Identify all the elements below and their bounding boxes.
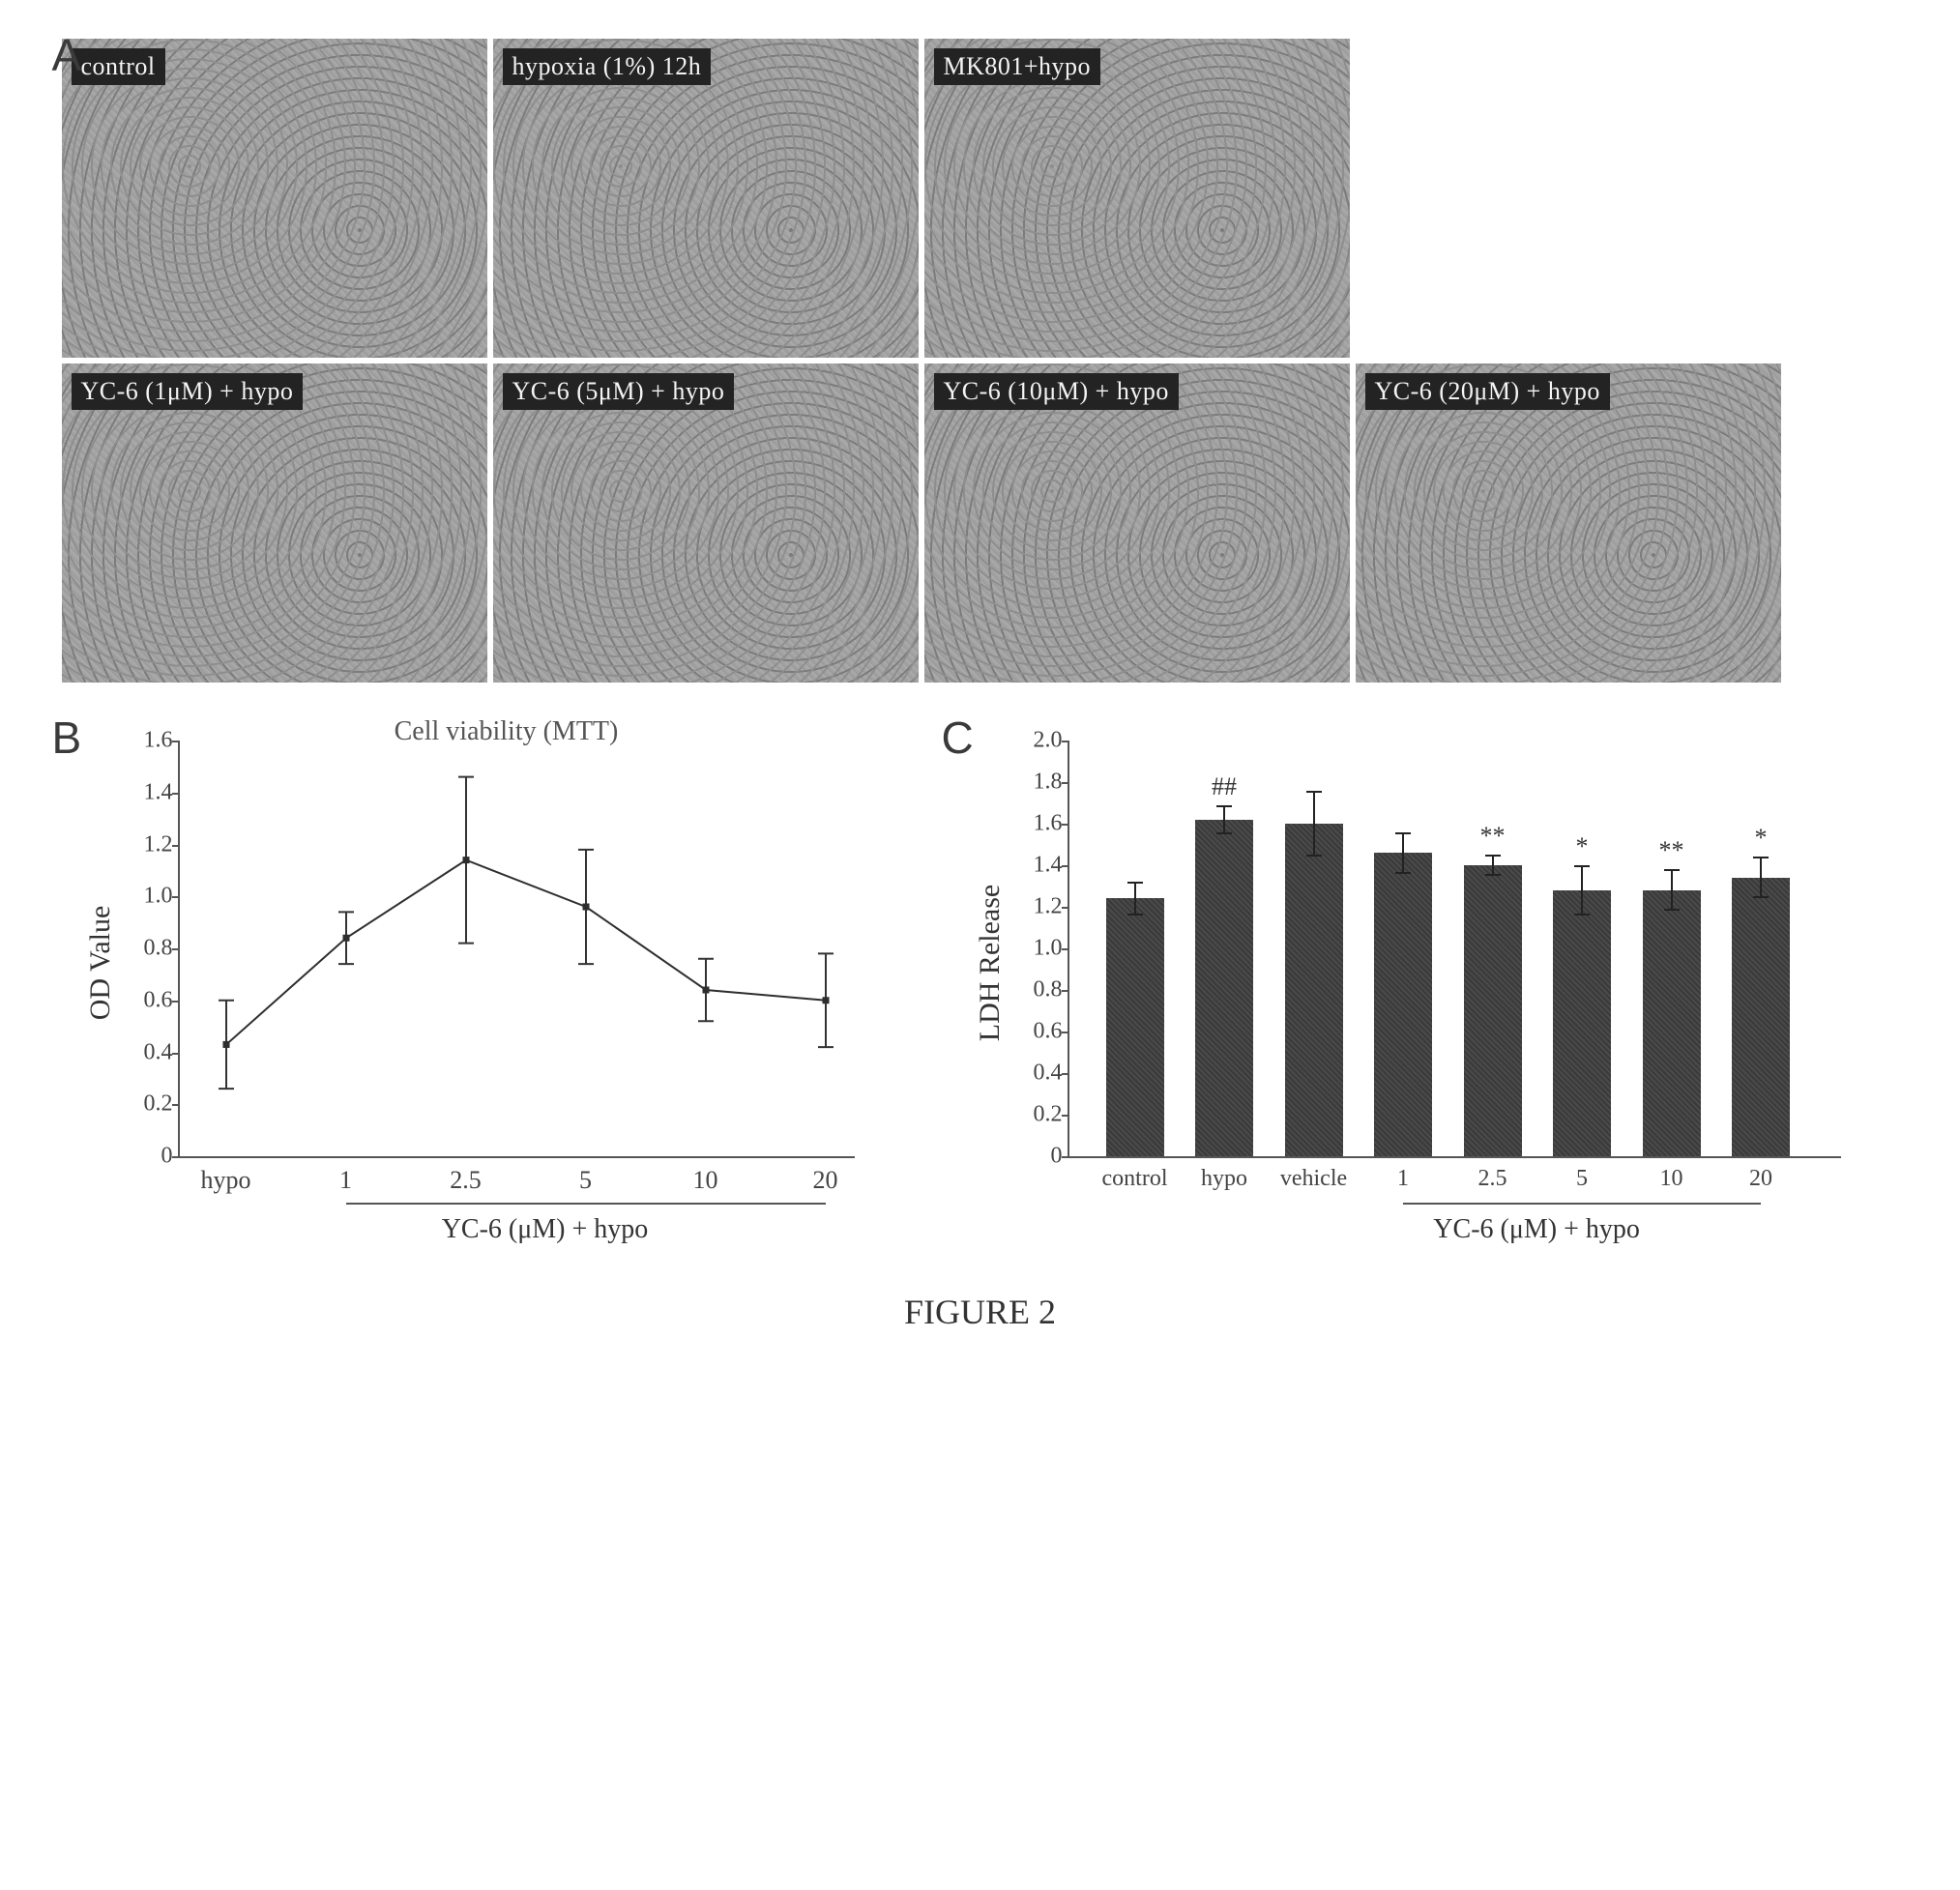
chart-b-xtick: 10 <box>693 1166 718 1195</box>
chart-c-bar <box>1464 865 1522 1156</box>
chart-c-yaxis <box>1068 741 1069 1156</box>
chart-c-significance: ** <box>1659 836 1684 865</box>
chart-c-xtick: 10 <box>1660 1166 1683 1192</box>
panel-c-label: C <box>942 712 974 764</box>
chart-c-xtick: hypo <box>1201 1166 1247 1192</box>
panel-b-label: B <box>52 712 82 764</box>
chart-c-xtick: control <box>1102 1166 1168 1192</box>
chart-b-ytick: 0.4 <box>125 1039 173 1065</box>
chart-b-ytick: 0.2 <box>125 1091 173 1118</box>
chart-c-ytick: 1.8 <box>1014 770 1063 796</box>
chart-c-ytick: 0 <box>1014 1144 1063 1170</box>
chart-c-bar <box>1732 878 1790 1156</box>
chart-c-bar <box>1285 824 1343 1156</box>
ldh-bar-chart: LDH Release YC-6 (μM) + hypo 00.20.40.60… <box>1009 721 1860 1205</box>
chart-c-xtick: 2.5 <box>1478 1166 1507 1192</box>
micrograph: control <box>62 39 487 358</box>
chart-c-xaxis <box>1068 1156 1841 1158</box>
chart-c-xtick: vehicle <box>1280 1166 1347 1192</box>
micrograph: YC-6 (5μM) + hypo <box>493 363 919 683</box>
micrograph-label: control <box>72 48 165 85</box>
chart-c-bar <box>1553 890 1611 1156</box>
chart-c-xtick: 20 <box>1749 1166 1772 1192</box>
chart-c-bar <box>1643 890 1701 1156</box>
micrograph: MK801+hypo <box>924 39 1350 358</box>
panels-b-c-row: B Cell viability (MTT) OD Value YC-6 (μM… <box>62 721 1899 1205</box>
chart-b-ytick: 1.6 <box>125 728 173 754</box>
micrograph-label: YC-6 (10μM) + hypo <box>934 373 1179 410</box>
micrograph: YC-6 (1μM) + hypo <box>62 363 487 683</box>
chart-c-ytick: 0.6 <box>1014 1019 1063 1045</box>
figure-2: A controlhypoxia (1%) 12hMK801+hypoYC-6 … <box>62 39 1899 1332</box>
chart-b-ylabel: OD Value <box>84 906 117 1021</box>
micrograph-label: hypoxia (1%) 12h <box>503 48 712 85</box>
chart-b-ytick: 0.8 <box>125 936 173 962</box>
chart-b-xgroup: YC-6 (μM) + hypo <box>442 1214 649 1245</box>
chart-c-xgroup: YC-6 (μM) + hypo <box>1433 1214 1640 1245</box>
chart-c-significance: * <box>1576 832 1589 861</box>
panel-b: B Cell viability (MTT) OD Value YC-6 (μM… <box>62 721 893 1205</box>
chart-b-xtick: 2.5 <box>450 1166 482 1195</box>
chart-b-xtick: 20 <box>813 1166 838 1195</box>
chart-c-significance: ## <box>1212 772 1237 801</box>
chart-b-ytick: 1.0 <box>125 884 173 910</box>
chart-b-group-bracket <box>346 1203 826 1205</box>
chart-c-bar <box>1106 898 1164 1156</box>
chart-c-significance: * <box>1755 824 1768 853</box>
chart-c-bar <box>1374 853 1432 1156</box>
chart-c-ytick: 1.0 <box>1014 936 1063 962</box>
panel-c: C LDH Release YC-6 (μM) + hypo 00.20.40.… <box>951 721 1860 1205</box>
chart-c-ytick: 0.2 <box>1014 1102 1063 1128</box>
chart-b-xaxis <box>178 1156 855 1158</box>
mtt-line-chart: Cell viability (MTT) OD Value YC-6 (μM) … <box>120 721 893 1205</box>
chart-c-ytick: 0.8 <box>1014 977 1063 1003</box>
chart-b-xtick: 5 <box>579 1166 592 1195</box>
panel-a: A controlhypoxia (1%) 12hMK801+hypoYC-6 … <box>62 39 1899 683</box>
chart-b-ytick: 0 <box>125 1144 173 1170</box>
chart-c-ytick: 1.4 <box>1014 853 1063 879</box>
micrograph-grid: control hypoxia (1%) 12h MK801+hypo YC-6 (1… <box>62 39 1899 683</box>
chart-c-bar <box>1195 820 1253 1156</box>
figure-caption: FIGURE 2 <box>62 1292 1899 1332</box>
micrograph: YC-6 (20μM) + hypo <box>1356 363 1781 683</box>
panel-a-label: A <box>52 29 82 81</box>
chart-c-ytick: 2.0 <box>1014 728 1063 754</box>
chart-b-ytick: 1.4 <box>125 779 173 805</box>
chart-c-group-bracket <box>1403 1203 1761 1205</box>
chart-b-xtick: 1 <box>339 1166 352 1195</box>
chart-c-ytick: 0.4 <box>1014 1061 1063 1087</box>
chart-c-ytick: 1.2 <box>1014 894 1063 920</box>
chart-b-lineplot <box>178 741 855 1156</box>
chart-c-significance: ** <box>1480 822 1506 851</box>
chart-b-xtick: hypo <box>201 1166 251 1195</box>
micrograph-label: YC-6 (20μM) + hypo <box>1365 373 1610 410</box>
chart-b-ytick: 1.2 <box>125 831 173 858</box>
micrograph: YC-6 (10μM) + hypo <box>924 363 1350 683</box>
chart-c-xtick: 1 <box>1397 1166 1409 1192</box>
chart-c-ytick: 1.6 <box>1014 811 1063 837</box>
chart-c-ylabel: LDH Release <box>974 885 1007 1041</box>
micrograph-label: YC-6 (5μM) + hypo <box>503 373 735 410</box>
micrograph: hypoxia (1%) 12h <box>493 39 919 358</box>
micrograph-label: YC-6 (1μM) + hypo <box>72 373 304 410</box>
micrograph-label: MK801+hypo <box>934 48 1101 85</box>
chart-c-xtick: 5 <box>1576 1166 1588 1192</box>
chart-b-ytick: 0.6 <box>125 987 173 1013</box>
